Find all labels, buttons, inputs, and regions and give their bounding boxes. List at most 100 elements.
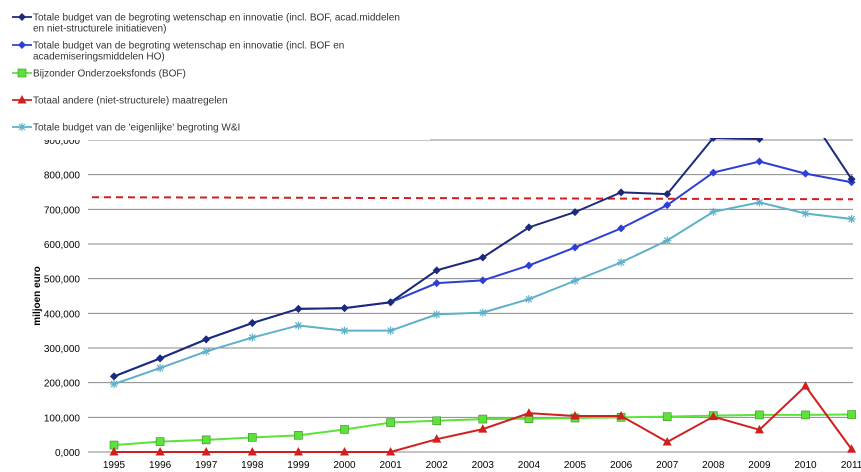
data-point [248,433,257,442]
data-point [478,253,487,262]
data-point [155,447,165,456]
legend-label: Totale budget van de 'eigenlijke' begrot… [33,123,240,134]
data-point [847,444,857,453]
data-point [202,335,211,344]
y-tick-label: 0,000 [55,448,80,459]
data-point [801,169,810,178]
x-tick-label: 2010 [794,460,817,471]
data-point [202,347,211,356]
legend-label: Totaal andere (niet-structurele) maatreg… [33,96,228,107]
data-point [386,447,396,456]
x-tick-label: 1996 [149,460,172,471]
legend-label: Totale budget van de begroting wetenscha… [33,13,400,24]
data-point [709,138,718,142]
data-point [340,326,349,335]
data-point [201,435,211,445]
y-tick-label: 300,000 [44,344,81,355]
legend-label: Totale budget van de begroting wetenscha… [33,41,344,52]
series-3 [109,381,857,456]
data-point [755,157,764,166]
data-point [432,434,442,443]
data-point [17,68,27,78]
data-point [432,279,441,288]
data-point [478,308,487,317]
data-point [571,276,579,285]
x-tick-label: 2009 [748,460,771,471]
legend: Totale budget van de begroting wetenscha… [12,13,400,134]
data-point [801,381,810,390]
x-tick-label: 2005 [564,460,587,471]
x-tick-label: 2007 [656,460,679,471]
data-point [709,207,718,216]
data-point [847,215,856,224]
x-tick-label: 2004 [518,460,541,471]
data-point [662,436,672,446]
data-point [293,447,303,456]
data-point [340,304,349,313]
gridlines [88,139,853,453]
data-point [17,95,27,104]
data-point [340,447,349,456]
data-point [294,321,303,330]
data-point [294,304,303,313]
data-point [571,243,579,252]
legend-item: Totale budget van de begroting wetenscha… [12,41,344,63]
legend-item: Totaal andere (niet-structurele) maatreg… [12,95,228,107]
legend-item: Totale budget van de begroting wetenscha… [12,13,400,35]
data-point [755,138,764,143]
data-point [570,410,580,420]
legend-item: Bijzonder Onderzoeksfonds (BOF) [12,69,186,80]
x-tick-label: 2002 [426,460,449,471]
legend-label: academiseringsmiddelen HO) [33,52,165,63]
data-point [110,372,118,381]
data-point [709,168,718,177]
data-point [432,416,442,426]
data-point [571,208,579,217]
data-point [801,209,810,218]
y-tick-label: 400,000 [44,309,81,320]
legend-item: Totale budget van de 'eigenlijke' begrot… [12,123,240,134]
y-tick-label: 600,000 [44,240,81,251]
data-point [802,105,810,113]
reference-dashed-line [91,196,854,201]
x-tick-label: 2008 [702,460,725,471]
data-point [524,295,533,304]
data-point [247,447,257,456]
data-point [478,276,487,285]
data-point [663,190,672,199]
series-4 [110,198,856,389]
data-point [110,380,118,389]
data-point [340,425,349,434]
series-line [113,160,852,378]
data-point [755,198,764,207]
data-point [662,412,672,421]
data-point [478,414,488,424]
x-tick-label: 2003 [472,460,495,471]
data-point [847,175,856,184]
data-point [18,13,26,21]
y-tick-label: 800,000 [44,171,81,182]
y-tick-label: 700,000 [44,205,81,216]
data-point [109,447,119,456]
series-line [113,138,853,378]
x-tick-label: 2006 [610,460,633,471]
data-point [663,201,672,210]
data-point [616,410,626,420]
series-line [113,201,852,385]
y-tick-label: 500,000 [44,275,81,286]
data-point [386,418,395,427]
x-tick-label: 2011 [841,460,861,471]
x-tick-label: 2001 [379,460,402,471]
data-point [248,333,257,342]
data-point [524,408,534,417]
data-point [708,411,718,421]
legend-background [0,0,430,140]
legend-label: en niet-structurele initiatieven) [33,24,166,35]
data-point [432,266,441,275]
x-tick-label: 1997 [195,460,218,471]
data-point [754,424,764,434]
data-point [155,437,165,446]
data-point [801,410,810,420]
data-point [156,364,165,373]
